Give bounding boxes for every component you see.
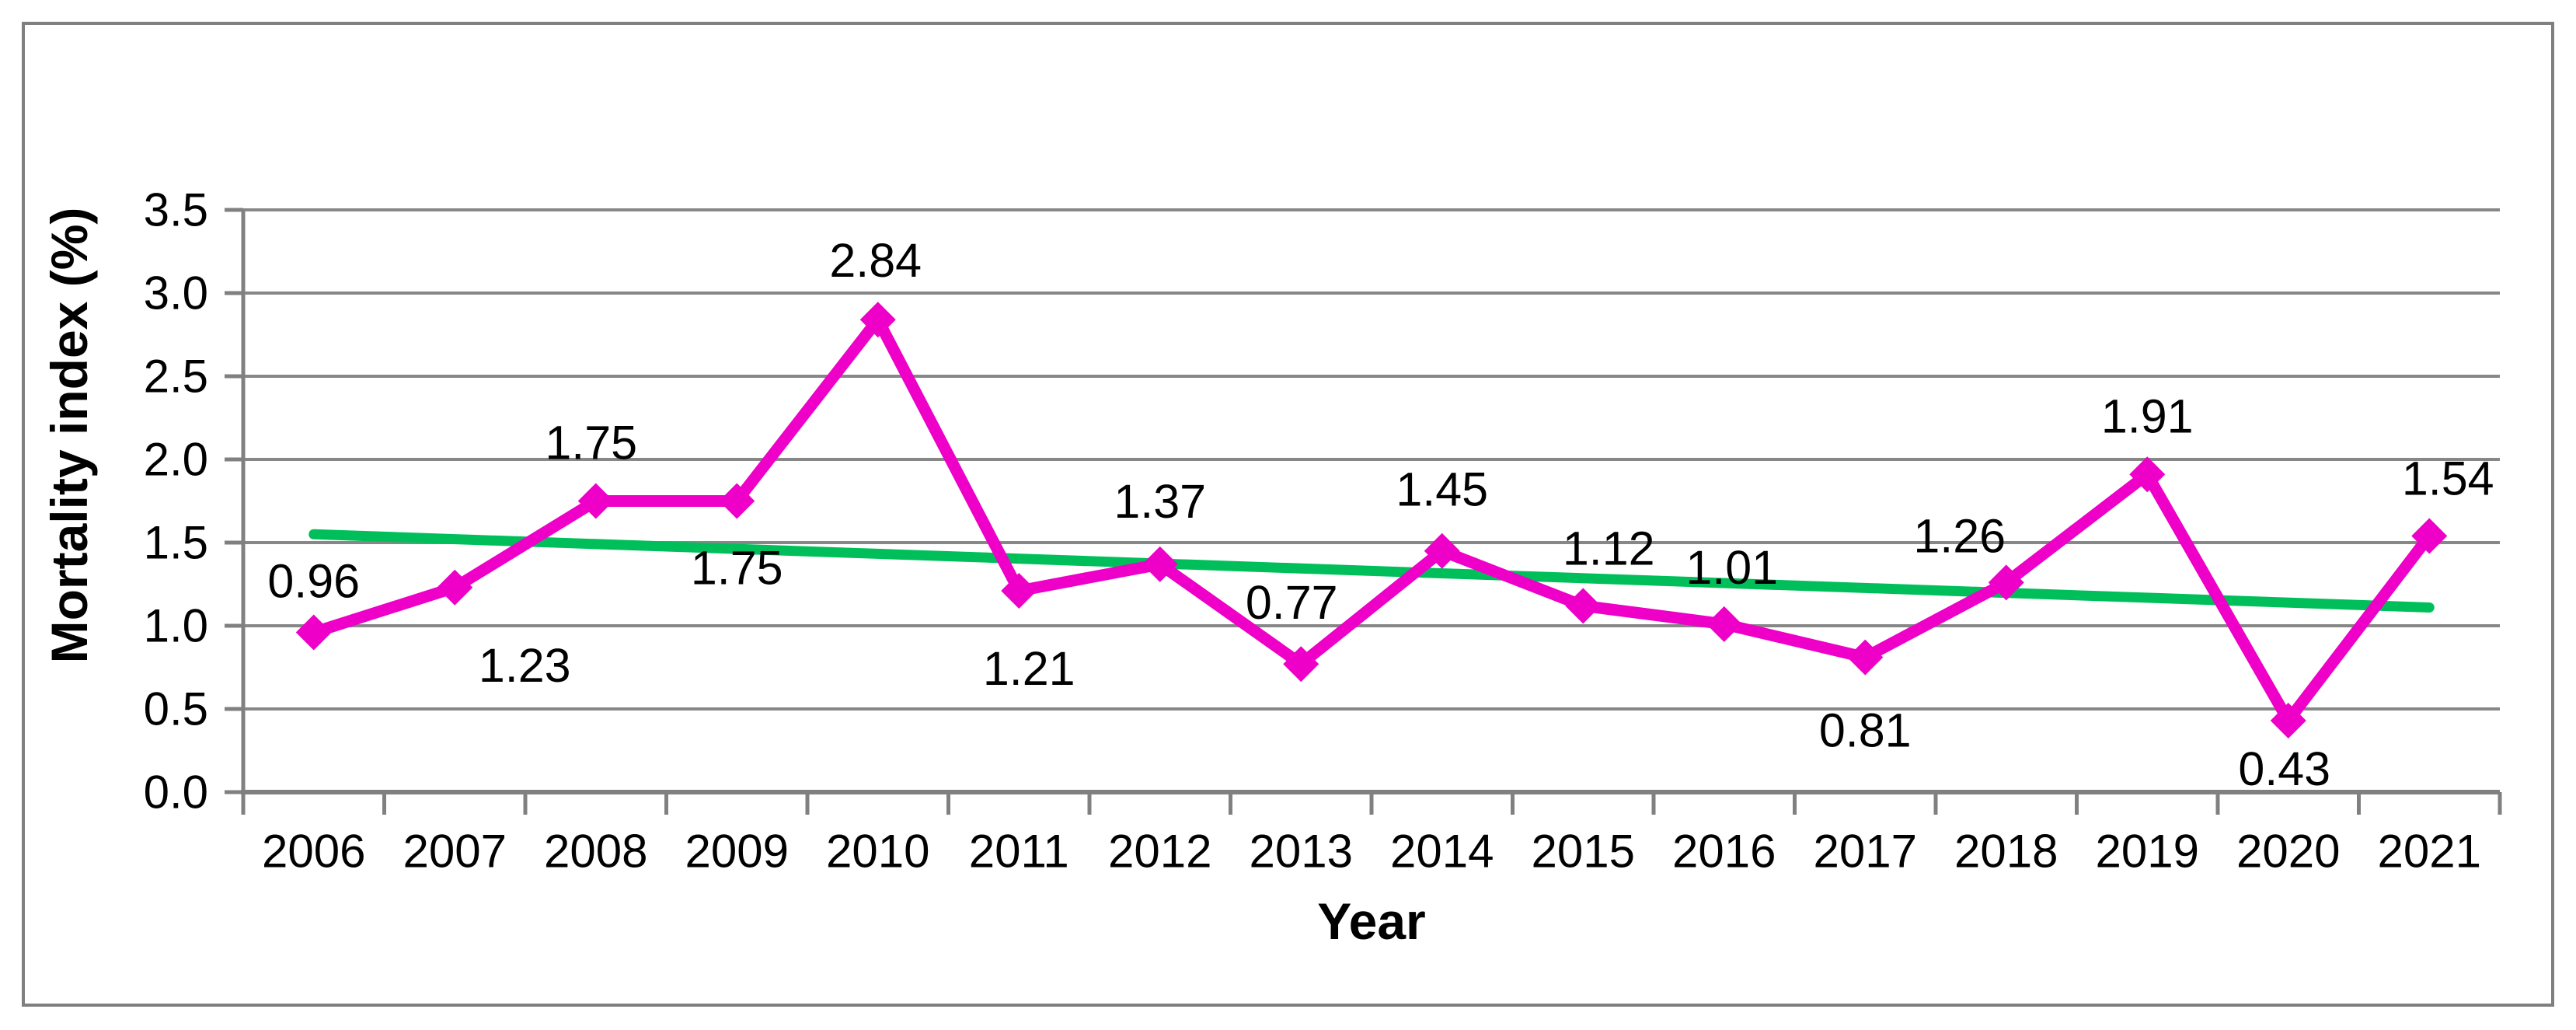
data-point-label: 1.91: [2101, 389, 2194, 442]
data-point-label: 1.37: [1114, 475, 1206, 528]
gridlines: [243, 208, 2500, 711]
data-point-marker: [719, 483, 755, 519]
x-axis-title: Year: [1317, 892, 1425, 950]
data-point-label: 0.81: [1819, 704, 1912, 757]
data-point-marker: [1283, 646, 1319, 683]
x-tick-label: 2006: [262, 826, 365, 878]
y-tick-label: 0.0: [144, 766, 208, 819]
x-tick-label: 2016: [1672, 826, 1776, 878]
data-point-marker: [577, 483, 614, 519]
x-tick-label: 2019: [2096, 826, 2199, 878]
data-point-marker: [2129, 456, 2166, 493]
data-label-layer: 0.96 1.23 1.75 1.75 2.84 1.21 1.37 0.77 1.45 1.12…: [267, 234, 2494, 795]
data-point-marker: [859, 302, 896, 338]
trend-line: [308, 529, 2435, 613]
data-point-label: 1.75: [691, 542, 783, 595]
data-point-marker: [1847, 639, 1884, 676]
y-tick-label: 2.0: [144, 434, 208, 486]
x-tick-label: 2017: [1814, 826, 1917, 878]
data-point-marker: [1142, 546, 1178, 582]
y-tick-label: 0.5: [144, 683, 208, 735]
data-series-layer: [295, 302, 2448, 738]
x-tick-label: 2021: [2378, 826, 2481, 878]
axes: [225, 208, 2502, 815]
y-tick-label: 2.5: [144, 351, 208, 403]
y-tick-label: 1.0: [144, 600, 208, 652]
x-tick-label: 2015: [1532, 826, 1635, 878]
data-point-marker: [1706, 606, 1742, 642]
x-tick-label: 2018: [1954, 826, 2058, 878]
y-axis-title: Mortality index (%): [40, 208, 98, 664]
x-tick-label: 2010: [826, 826, 929, 878]
data-point-label: 1.45: [1396, 463, 1488, 516]
x-tick-label: 2009: [685, 826, 789, 878]
data-point-marker: [1565, 588, 1602, 624]
data-point-marker: [1424, 532, 1460, 569]
data-point-label: 0.77: [1246, 576, 1338, 629]
data-point-label: 1.23: [479, 639, 571, 692]
data-point-marker: [1001, 573, 1037, 609]
data-point-label: 1.75: [545, 417, 637, 470]
data-point-label: 1.54: [2402, 452, 2494, 505]
y-tick-label: 1.5: [144, 517, 208, 569]
data-point-label: 0.43: [2238, 742, 2330, 795]
x-tick-label: 2008: [544, 826, 647, 878]
x-tick-label: 2013: [1250, 826, 1353, 878]
trend-line-layer: [308, 529, 2435, 613]
y-tick-label: 3.0: [144, 267, 208, 319]
figure-border: [22, 22, 2554, 1007]
data-point-label: 1.26: [1913, 509, 2006, 562]
x-tick-label: 2007: [403, 826, 507, 878]
x-tick-label: 2014: [1390, 826, 1494, 878]
data-point-label: 1.01: [1685, 541, 1778, 594]
data-point-label: 1.12: [1563, 522, 1655, 574]
y-tick-label: 3.5: [144, 184, 208, 236]
data-point-label: 1.21: [983, 642, 1075, 695]
x-tick-label: 2011: [969, 826, 1069, 878]
mortality-line: [308, 309, 2435, 731]
data-point-marker: [2270, 702, 2306, 738]
data-point-marker: [1988, 564, 2024, 601]
data-point-marker: [437, 569, 473, 606]
data-point-label: 0.96: [267, 555, 360, 608]
tick-label-layer: 0.0 0.5 1.0 1.5 2.0 2.5 3.0 3.5 2006 2007 2008 2009…: [144, 184, 2481, 878]
data-point-marker: [295, 614, 332, 651]
x-tick-label: 2020: [2236, 826, 2340, 878]
x-tick-label: 2012: [1108, 826, 1211, 878]
data-point-marker: [2411, 518, 2448, 554]
data-point-label: 2.84: [829, 234, 922, 287]
